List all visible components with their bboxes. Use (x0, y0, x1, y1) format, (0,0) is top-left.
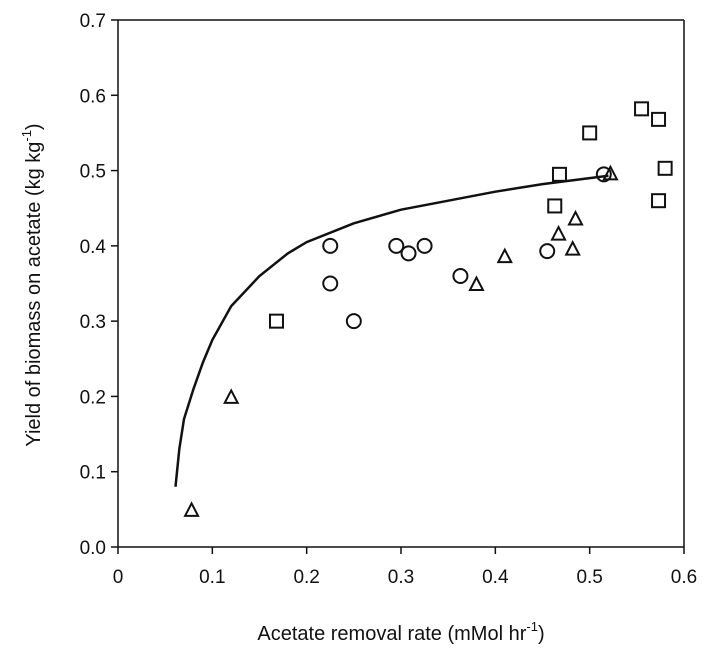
triangle-point (223, 388, 240, 404)
y-tick-label: 0.5 (80, 162, 106, 183)
fitted-curve (174, 174, 609, 487)
triangle-point (550, 224, 567, 241)
square-point (657, 160, 673, 176)
y-tick-label: 0.4 (80, 237, 107, 258)
circle-point (322, 275, 339, 292)
square-point (582, 125, 598, 141)
y-tick-label: 0.7 (80, 11, 106, 32)
square-point (551, 166, 567, 182)
x-tick-label: 0.3 (388, 567, 414, 588)
x-tick-label: 0.4 (482, 567, 509, 588)
square-point (547, 198, 563, 214)
circle-point (400, 245, 417, 262)
data-marks (174, 101, 673, 517)
y-tick-label: 0.1 (80, 463, 106, 484)
square-point (651, 111, 667, 127)
triangle-point (564, 239, 581, 256)
x-tick-label: 0.6 (671, 567, 697, 588)
x-tick-label: 0 (113, 567, 124, 588)
x-axis-title: Acetate removal rate (mMol hr-1) (257, 619, 544, 645)
x-ticks: 0 0.1 0.2 0.3 0.4 0.5 0.6 (113, 547, 697, 588)
triangle-point (468, 275, 485, 292)
y-tick-label: 0.2 (80, 387, 106, 408)
triangle-point (567, 209, 584, 226)
triangle-point (602, 164, 619, 181)
triangle-point (496, 247, 513, 264)
square-point (651, 193, 667, 209)
x-tick-label: 0.2 (293, 567, 319, 588)
x-tick-label: 0.1 (199, 567, 225, 588)
circle-point (416, 237, 433, 254)
y-tick-label: 0.6 (80, 86, 106, 107)
circle-point (345, 313, 362, 330)
y-tick-label: 0.0 (80, 538, 106, 559)
y-axis-title: Yield of biomass on acetate (kg kg-1) (19, 123, 45, 446)
circle-point (322, 237, 339, 254)
triangle-point (183, 501, 200, 517)
y-ticks: 0.0 0.1 0.2 0.3 0.4 0.5 0.6 0.7 (80, 11, 118, 559)
square-point (634, 101, 650, 117)
square-point (268, 313, 284, 329)
axes (117, 19, 685, 548)
y-tick-label: 0.3 (80, 312, 106, 333)
circle-point (595, 166, 612, 183)
x-tick-label: 0.5 (576, 567, 602, 588)
circle-point (539, 243, 556, 260)
circle-point (452, 267, 469, 284)
circle-point (388, 237, 405, 254)
